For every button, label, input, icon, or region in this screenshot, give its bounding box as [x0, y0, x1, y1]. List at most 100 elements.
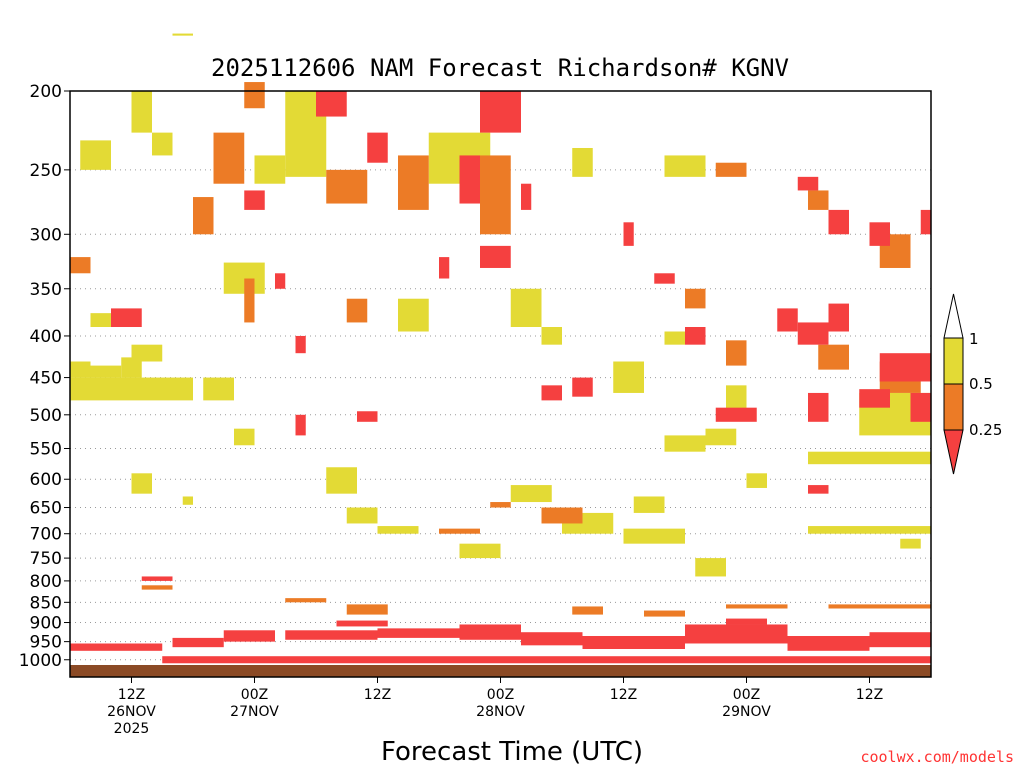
ri-cell — [244, 190, 265, 210]
ri-cell — [828, 303, 849, 332]
ri-cell — [828, 604, 931, 609]
ri-cell — [808, 392, 829, 422]
ri-cell — [193, 197, 214, 235]
ri-cell — [715, 407, 757, 422]
x-tick-label: 00Z — [733, 687, 760, 703]
ri-cell — [613, 361, 644, 393]
ri-cell — [869, 222, 890, 246]
ri-cell — [141, 585, 173, 590]
ri-cell — [726, 604, 788, 609]
x-tick-label: 2025 — [114, 721, 150, 737]
y-tick-label: 650 — [30, 499, 62, 519]
y-tick-label: 800 — [30, 572, 62, 592]
ri-cell — [910, 392, 931, 422]
ri-cell — [254, 155, 286, 184]
ri-cell — [541, 385, 562, 401]
ri-cell — [346, 604, 388, 615]
cells-layer — [70, 33, 931, 664]
ri-cell — [203, 377, 234, 401]
ri-cell — [746, 473, 767, 488]
ri-cell — [541, 327, 562, 345]
y-tick-label: 900 — [30, 614, 62, 634]
legend-swatch-yellow — [943, 337, 964, 385]
ri-cell — [633, 496, 665, 513]
x-axis-label: Forecast Time (UTC) — [381, 737, 643, 767]
ri-cell — [90, 365, 122, 378]
ri-cell — [70, 643, 163, 651]
x-tick-label: 00Z — [487, 687, 514, 703]
y-tick-label: 750 — [30, 549, 62, 569]
y-tick-label: 350 — [30, 280, 62, 300]
ri-cell — [521, 632, 583, 646]
ri-cell — [244, 278, 255, 323]
ri-cell — [326, 467, 357, 494]
ri-cell — [70, 377, 193, 401]
ri-cell — [141, 576, 173, 581]
y-tick-label: 300 — [30, 225, 62, 245]
ri-cell — [295, 335, 306, 354]
credit-text: coolwx.com/models — [860, 748, 1014, 766]
ri-cell — [182, 496, 193, 505]
ri-cell — [859, 389, 890, 408]
ri-cell — [705, 428, 737, 446]
ri-cell — [685, 624, 788, 644]
ri-cell — [685, 327, 706, 345]
ri-cell — [223, 630, 275, 642]
x-tick-label: 00Z — [241, 687, 268, 703]
ri-cell — [797, 176, 819, 191]
ri-cell — [459, 624, 521, 640]
ri-cell — [572, 606, 603, 615]
color-legend: 1 0.5 0.25 — [943, 293, 1002, 475]
legend-arrow-top — [943, 293, 964, 339]
ri-cell — [726, 385, 747, 415]
x-tick-label: 29NOV — [722, 704, 771, 720]
ri-cell — [521, 183, 532, 210]
ri-cell — [346, 298, 368, 323]
ri-cell — [480, 155, 511, 235]
ri-cell — [480, 245, 511, 268]
y-tick-label: 400 — [30, 327, 62, 347]
legend-label: 1 — [969, 330, 979, 348]
ri-cell — [572, 147, 593, 177]
ri-cell — [572, 377, 593, 397]
ri-cell — [234, 428, 255, 446]
legend-swatch-orange — [943, 383, 964, 431]
ri-cell — [510, 485, 552, 503]
ri-cell — [715, 162, 747, 177]
ri-cell — [879, 353, 931, 382]
ri-cell — [808, 526, 931, 534]
ri-cell — [787, 636, 870, 651]
ri-cell — [623, 528, 685, 544]
ri-cell — [869, 632, 931, 648]
ri-cell — [644, 610, 685, 617]
ri-cell — [510, 288, 542, 328]
ri-cell — [818, 344, 849, 370]
y-tick-label: 600 — [30, 470, 62, 490]
ri-cell — [131, 91, 152, 133]
ri-cell — [131, 473, 152, 494]
y-tick-label: 550 — [30, 439, 62, 459]
ri-cell — [326, 169, 368, 204]
ri-cell — [490, 502, 511, 508]
y-tick-label: 1000 — [19, 651, 62, 671]
ri-cell — [808, 190, 829, 210]
ri-cell — [900, 538, 921, 549]
ri-cell — [80, 140, 111, 170]
ri-cell — [828, 209, 849, 235]
ri-cell — [285, 598, 327, 603]
x-tick-label: 12Z — [610, 687, 637, 703]
ri-cell — [398, 298, 429, 332]
ri-cell — [726, 618, 767, 625]
ri-cell — [152, 132, 173, 156]
ri-cell — [685, 288, 706, 309]
ri-cell — [664, 331, 685, 345]
y-tick-label: 200 — [30, 82, 62, 102]
ri-cell — [797, 322, 829, 345]
y-tick-label: 450 — [30, 369, 62, 389]
legend-label: 0.25 — [969, 421, 1002, 439]
ri-cell — [131, 344, 163, 362]
ri-cell — [582, 636, 685, 649]
ri-cell — [777, 308, 798, 332]
ri-cell — [459, 543, 501, 559]
